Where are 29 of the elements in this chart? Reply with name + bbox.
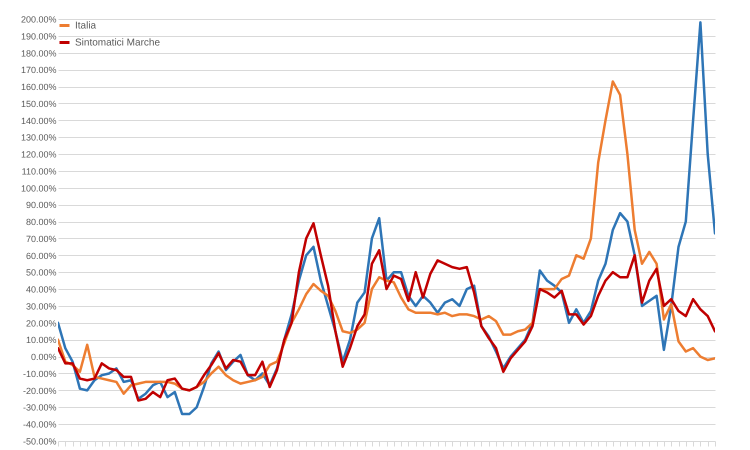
y-tick-label: 80.00% (26, 217, 56, 228)
y-tick-label: 190.00% (20, 31, 56, 42)
y-tick-label: 200.00% (20, 14, 56, 24)
y-tick-label: 70.00% (26, 234, 56, 244)
y-tick-label: 40.00% (26, 284, 56, 295)
y-tick-label: 150.00% (20, 98, 56, 109)
y-tick-label: -30.00% (22, 402, 56, 413)
y-tick-label: -40.00% (22, 420, 56, 430)
y-tick-label: -20.00% (22, 386, 56, 396)
line-series (58, 222, 715, 402)
y-tick-label: 0.00% (30, 352, 56, 362)
y-tick-label: 30.00% (26, 301, 56, 312)
y-tick-label: 60.00% (26, 250, 56, 261)
legend-label: Sintomatici Marche (75, 38, 160, 48)
y-tick-label: 50.00% (26, 268, 56, 278)
y-tick-label: 180.00% (20, 48, 56, 58)
y-tick-label: 100.00% (20, 183, 56, 194)
y-tick-label: 130.00% (20, 132, 56, 143)
y-tick-label: -10.00% (22, 368, 56, 379)
y-tick-label: 90.00% (26, 200, 56, 210)
y-tick-label: 120.00% (20, 150, 56, 160)
y-tick-label: 10.00% (26, 335, 56, 346)
legend-label: Italia (75, 20, 97, 32)
y-tick-label: 160.00% (20, 82, 56, 92)
y-tick-label: -50.00% (22, 436, 56, 446)
y-tick-label: 110.00% (22, 166, 56, 176)
y-tick-label: 140.00% (20, 116, 56, 126)
y-tick-label: 170.00% (20, 65, 56, 76)
y-tick-label: 20.00% (26, 318, 56, 328)
